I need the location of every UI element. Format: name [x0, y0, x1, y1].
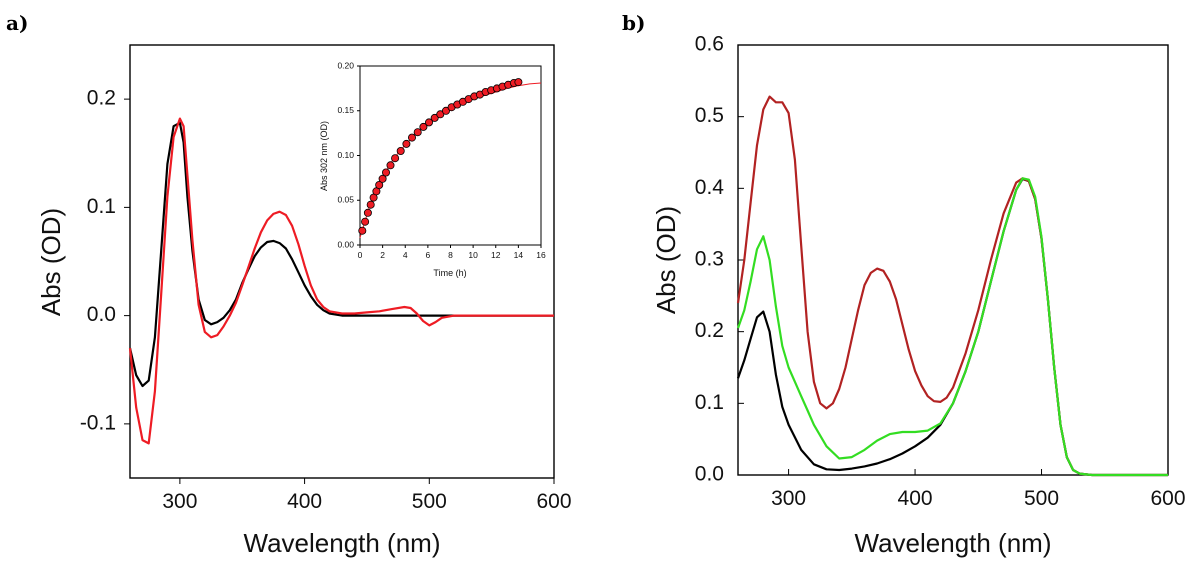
inset-data-point: [441, 106, 450, 115]
inset-data-point: [436, 110, 445, 119]
chart-a-ylabel: Abs (OD): [36, 208, 66, 316]
inset-data-point: [430, 113, 439, 122]
a-xtick-label: 500: [412, 490, 447, 513]
b-xtick-label: 400: [898, 487, 933, 510]
inset-xtick-label: 12: [491, 250, 501, 260]
b-ytick-label: 0.2: [695, 319, 724, 342]
chart-b-series-black-line: [736, 177, 1168, 477]
inset-data-point: [514, 78, 523, 87]
inset-data-point: [375, 180, 384, 189]
inset-xtick-label: 14: [514, 250, 524, 260]
chart-a: 300 400 500 600 -0.1 0.0 0.1 0.2 Wavelength (nm…: [36, 44, 572, 558]
chart-b-ticks: 300 400 500 600 0.0 0.1 0.2 0.3 0.4 0.5 0.6: [695, 33, 1186, 510]
a-ytick-label: 0.0: [87, 303, 116, 326]
inset-data-point: [381, 168, 390, 177]
b-xtick-label: 300: [771, 487, 806, 510]
inset-xtick-label: 8: [448, 250, 453, 260]
b-ytick-label: 0.6: [695, 33, 724, 56]
a-xtick-label: 300: [162, 490, 197, 513]
inset-ylabel: Abs 302 nm (OD): [319, 121, 329, 191]
b-ytick-label: 0.3: [695, 248, 724, 271]
chart-a-series: [128, 117, 554, 445]
chart-a-frame: [129, 44, 555, 479]
chart-a-xlabel: Wavelength (nm): [244, 528, 441, 558]
inset-data-point: [424, 118, 433, 127]
a-ytick-label: 0.1: [87, 195, 116, 218]
inset-data-point: [407, 133, 416, 142]
inset-ytick-label: 0.10: [337, 150, 354, 160]
chart-b-ylabel: Abs (OD): [651, 206, 681, 314]
b-ytick-label: 0.4: [695, 176, 725, 199]
chart-b: 300 400 500 600 0.0 0.1 0.2 0.3 0.4 0.5 0.6 Wavele…: [651, 33, 1186, 558]
inset-ticks: 0 2 4 6 8 10 12 14 16 0.00 0.05 0.10 0.15 0.20: [337, 60, 546, 260]
chart-b-series: [736, 95, 1168, 477]
inset-ytick-label: 0.15: [337, 105, 354, 115]
chart-a-series-black-line: [128, 121, 554, 388]
a-ytick-label: -0.1: [80, 411, 116, 434]
inset-data-point: [413, 128, 422, 137]
inset-points: [358, 78, 523, 235]
inset-xtick-label: 10: [468, 250, 478, 260]
a-xtick-label: 600: [536, 490, 571, 513]
b-ytick-label: 0.1: [695, 391, 724, 414]
chart-a-series-red-line: [128, 117, 554, 445]
inset-data-point: [391, 154, 400, 163]
inset-xtick-label: 6: [426, 250, 431, 260]
inset-data-point: [361, 217, 370, 226]
chart-b-series-darkred-line: [736, 95, 1168, 477]
inset-data-point: [363, 208, 372, 217]
b-xtick-label: 500: [1024, 487, 1059, 510]
chart-a-ticks: 300 400 500 600 -0.1 0.0 0.1 0.2: [80, 87, 572, 513]
inset-xtick-label: 16: [536, 250, 546, 260]
chart-a-inset: 0 2 4 6 8 10 12 14 16 0.00 0.05 0.10 0.15 0.20 Time (…: [319, 60, 546, 278]
inset-frame: [359, 65, 542, 246]
chart-b-series-green-line: [736, 177, 1168, 477]
inset-ytick-label: 0.20: [337, 60, 354, 70]
inset-ytick-label: 0.05: [337, 195, 354, 205]
chart-b-xlabel: Wavelength (nm): [855, 528, 1052, 558]
inset-xtick-label: 4: [403, 250, 408, 260]
b-xtick-label: 600: [1150, 487, 1185, 510]
inset-data-point: [419, 122, 428, 131]
inset-ytick-label: 0.00: [337, 239, 354, 249]
inset-xtick-label: 0: [358, 250, 363, 260]
a-ytick-label: 0.2: [87, 87, 116, 110]
inset-data-point: [366, 200, 375, 209]
b-ytick-label: 0.5: [695, 104, 724, 127]
inset-data-point: [396, 146, 405, 155]
panel-label-b: b): [622, 11, 645, 35]
inset-xlabel: Time (h): [433, 268, 466, 278]
inset-data-point: [386, 161, 395, 170]
inset-data-point: [358, 226, 367, 235]
panel-label-a: a): [6, 11, 28, 35]
inset-data-point: [402, 139, 411, 148]
b-ytick-label: 0.0: [695, 463, 724, 486]
inset-data-point: [378, 174, 387, 183]
a-xtick-label: 400: [287, 490, 322, 513]
inset-xtick-label: 2: [380, 250, 385, 260]
